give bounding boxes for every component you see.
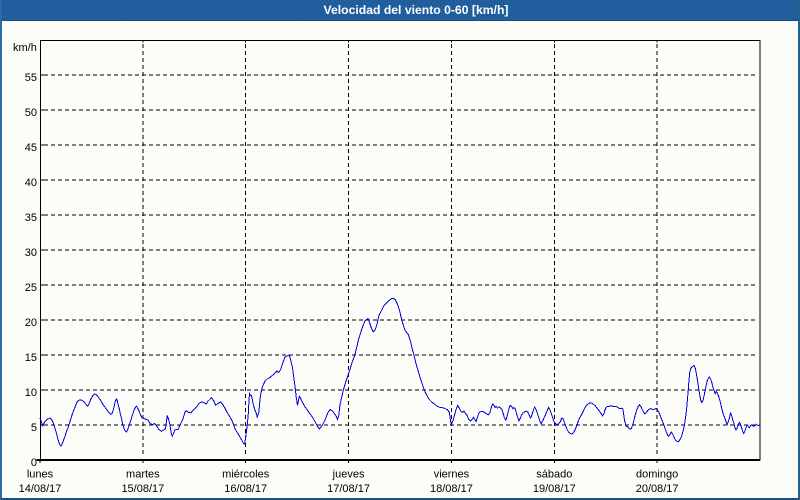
svg-text:jueves: jueves	[332, 469, 365, 481]
svg-text:19/08/17: 19/08/17	[533, 483, 576, 495]
svg-text:viernes: viernes	[434, 469, 470, 481]
svg-text:17/08/17: 17/08/17	[327, 483, 370, 495]
svg-text:40: 40	[25, 177, 37, 189]
svg-text:25: 25	[25, 282, 37, 294]
svg-text:martes: martes	[126, 469, 160, 481]
svg-text:sábado: sábado	[536, 469, 572, 481]
svg-text:domingo: domingo	[636, 469, 678, 481]
svg-text:18/08/17: 18/08/17	[430, 483, 473, 495]
svg-text:45: 45	[25, 142, 37, 154]
svg-text:50: 50	[25, 107, 37, 119]
svg-text:5: 5	[31, 422, 37, 434]
svg-text:16/08/17: 16/08/17	[224, 483, 267, 495]
svg-text:0: 0	[31, 457, 37, 469]
svg-text:km/h: km/h	[13, 42, 37, 54]
svg-text:10: 10	[25, 387, 37, 399]
svg-text:55: 55	[25, 72, 37, 84]
svg-text:15/08/17: 15/08/17	[121, 483, 164, 495]
svg-text:30: 30	[25, 247, 37, 259]
svg-text:lunes: lunes	[27, 469, 54, 481]
svg-text:20: 20	[25, 317, 37, 329]
svg-text:20/08/17: 20/08/17	[636, 483, 679, 495]
svg-text:35: 35	[25, 212, 37, 224]
svg-text:miércoles: miércoles	[222, 469, 270, 481]
svg-text:14/08/17: 14/08/17	[19, 483, 62, 495]
svg-text:15: 15	[25, 352, 37, 364]
